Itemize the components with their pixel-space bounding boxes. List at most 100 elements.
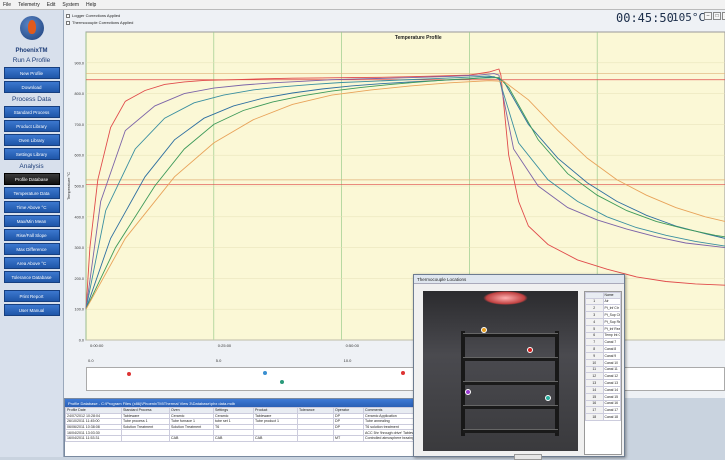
thermocouple-row[interactable]: 2 Pt_Inf Ctr bbox=[585, 304, 621, 313]
channel-number: 18 bbox=[585, 413, 604, 421]
window-controls: – □ × bbox=[704, 12, 725, 20]
current-temperature: 105°C bbox=[672, 11, 706, 24]
table-cell: CAB bbox=[169, 435, 214, 442]
minimize-icon[interactable]: – bbox=[704, 12, 712, 20]
corrections-legend: Logger Corrections Applied Thermocouple … bbox=[66, 12, 133, 26]
thermocouple-marker[interactable] bbox=[527, 347, 533, 353]
logger-corrections-checkbox[interactable] bbox=[66, 13, 70, 18]
thermocouple-row[interactable]: 17 Canal 17 bbox=[585, 406, 621, 415]
event-marker-blue[interactable] bbox=[263, 371, 267, 375]
print-report-button[interactable]: Print Report bbox=[3, 290, 60, 302]
thermocouple-row[interactable]: 4Pt_Sup Rea bbox=[585, 317, 621, 326]
brand-name: PhoenixTM bbox=[15, 48, 48, 54]
table-cell bbox=[297, 435, 334, 442]
thermocouple-row[interactable]: 18 Canal 18 bbox=[585, 413, 621, 421]
series-line bbox=[85, 68, 725, 310]
channel-number: 5 bbox=[585, 324, 604, 333]
area-above-button[interactable]: Area Above °C bbox=[3, 257, 60, 269]
thermocouple-marker[interactable] bbox=[545, 395, 551, 401]
table-cell: 16/04/2011 11:53:31 bbox=[65, 435, 122, 442]
thermocouple-row[interactable]: 5 Pt_Inf Rea bbox=[585, 324, 621, 333]
channel-name: Pt_Sup Rea bbox=[602, 317, 621, 326]
thermocouple-row[interactable]: 8 Canal 8 bbox=[585, 345, 621, 353]
thermocouple-row[interactable]: 11 Canal 11 bbox=[585, 365, 621, 374]
event-marker-red[interactable] bbox=[401, 371, 405, 375]
chart-title: Temperature Profile bbox=[395, 35, 442, 41]
event-marker-red[interactable] bbox=[127, 372, 131, 376]
table-cell bbox=[121, 435, 170, 442]
channel-number: 2 bbox=[585, 304, 604, 313]
max-difference-button[interactable]: Max Difference bbox=[3, 243, 60, 255]
logger-corrections-label: Logger Corrections Applied bbox=[72, 13, 121, 18]
product-library-button[interactable]: Product Library bbox=[3, 120, 60, 132]
event-marker-teal[interactable] bbox=[280, 380, 284, 384]
elapsed-timer: 00:45:50 bbox=[616, 11, 674, 25]
max-min-mean-button[interactable]: Max/Min Mean bbox=[3, 215, 60, 227]
y-tick-label: 500.0 bbox=[74, 185, 84, 189]
channel-number: 14 bbox=[585, 385, 604, 394]
thermocouple-row[interactable]: 16 Canal 16 bbox=[585, 399, 621, 408]
channel-name: Pt_Inf Ctr bbox=[602, 304, 621, 313]
y-tick-label: 900.0 bbox=[74, 61, 84, 65]
thermocouple-row[interactable]: 1 Air bbox=[585, 297, 621, 306]
table-cell: CAB bbox=[213, 435, 254, 442]
y-tick-label: 100.0 bbox=[74, 308, 84, 312]
thermocouple-row[interactable]: 13 Canal 13 bbox=[585, 379, 621, 387]
channel-number: 16 bbox=[585, 399, 604, 408]
tolerance-database-button[interactable]: Tolerance Database bbox=[3, 271, 60, 283]
thermocouple-row[interactable]: 10 Canal 10 bbox=[585, 358, 621, 367]
channel-number: 3 bbox=[585, 311, 604, 319]
channel-number: 12 bbox=[585, 372, 604, 381]
profile-database-button[interactable]: Profile Database bbox=[3, 173, 60, 185]
channel-number: 4 bbox=[585, 317, 604, 326]
thermocouple-row[interactable]: 3 Pt_Sup Ctr bbox=[585, 311, 621, 319]
table-cell: CAB bbox=[253, 435, 298, 442]
channel-name: Canal 9 bbox=[602, 351, 621, 360]
maximize-icon[interactable]: □ bbox=[713, 12, 721, 20]
settings-library-button[interactable]: Settings Library bbox=[3, 148, 60, 160]
rise-fall-slope-button[interactable]: Rise/Fall Slope bbox=[3, 229, 60, 241]
channel-name: Canal 11 bbox=[602, 365, 621, 374]
thermocouple-row[interactable]: 14 Canal 14 bbox=[585, 385, 621, 394]
download-button[interactable]: Download bbox=[3, 81, 60, 93]
menu-bar: File Telemetry Edit System Help bbox=[0, 0, 725, 10]
user-manual-button[interactable]: User Manual bbox=[3, 304, 60, 316]
thermocouple-corrections-checkbox[interactable] bbox=[66, 20, 70, 25]
table-cell: MT bbox=[333, 435, 364, 442]
x-tick-label: 0:50:00 bbox=[346, 343, 360, 348]
thermocouple-row[interactable]: 12 Canal 12 bbox=[585, 372, 621, 381]
series-line bbox=[85, 80, 725, 310]
channel-number: 17 bbox=[585, 406, 604, 415]
x2-tick-label: 10.0 bbox=[344, 358, 353, 363]
y-tick-label: 300.0 bbox=[74, 246, 84, 250]
channel-number: 7 bbox=[585, 338, 604, 347]
thermocouple-dialog-title: Thermocouple Locations bbox=[414, 275, 624, 284]
thermocouple-row[interactable]: 7 Canal 7 bbox=[585, 338, 621, 347]
standard-process-button[interactable]: Standard Process bbox=[3, 106, 60, 118]
new-profile-button[interactable]: New Profile bbox=[3, 67, 60, 79]
oven-library-button[interactable]: Oven Library bbox=[3, 134, 60, 146]
channel-name: Air bbox=[602, 297, 621, 306]
channel-number: 9 bbox=[585, 351, 604, 360]
thermocouple-row[interactable]: 9 Canal 9 bbox=[585, 351, 621, 360]
menu-help[interactable]: Help bbox=[86, 1, 97, 8]
thermocouple-marker[interactable] bbox=[481, 327, 487, 333]
y-tick-label: 800.0 bbox=[74, 92, 84, 96]
menu-telemetry[interactable]: Telemetry bbox=[18, 1, 40, 8]
channel-name: Canal 15 bbox=[602, 392, 621, 401]
time-above-button[interactable]: Time Above °C bbox=[3, 201, 60, 213]
thermocouple-row[interactable]: 15 Canal 15 bbox=[585, 392, 621, 401]
dialog-ok-button[interactable] bbox=[514, 454, 542, 460]
temperature-profile-chart[interactable]: 0:00:000.00:25:005.00:50:0010.01:15:0015… bbox=[64, 24, 725, 369]
channel-name: Canal 16 bbox=[602, 399, 621, 408]
temperature-data-button[interactable]: Temperature Data bbox=[3, 187, 60, 199]
series-line bbox=[85, 75, 725, 310]
menu-system[interactable]: System bbox=[62, 1, 80, 8]
menu-file[interactable]: File bbox=[3, 1, 12, 8]
section-analysis: Analysis bbox=[19, 163, 44, 170]
thermocouple-marker[interactable] bbox=[465, 389, 471, 395]
menu-edit[interactable]: Edit bbox=[46, 1, 56, 8]
furnace-rack-photo bbox=[423, 291, 578, 451]
channel-number: 10 bbox=[585, 358, 604, 367]
